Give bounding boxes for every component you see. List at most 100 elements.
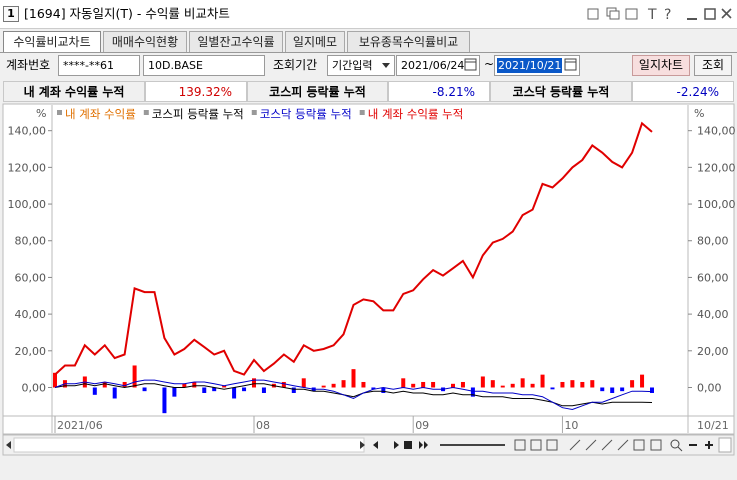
chart: % % 0,00 0,00 20,00 20,00 40,00 40,00 60,00 60,00… bbox=[2, 103, 736, 456]
end-date[interactable]: 2021/10/21 bbox=[497, 58, 563, 73]
tool-icon[interactable]: ? bbox=[664, 7, 671, 23]
zoom-in[interactable] bbox=[705, 441, 713, 449]
account-input[interactable]: ****-**61 bbox=[58, 55, 140, 76]
bar bbox=[242, 387, 247, 392]
toolbar-button[interactable] bbox=[718, 437, 732, 453]
window-icon: 1 bbox=[3, 6, 19, 22]
y2-tick-label: 120,00 bbox=[697, 161, 736, 174]
summary-value: 139.32% bbox=[145, 81, 247, 102]
bar bbox=[132, 365, 137, 388]
zoom-icon[interactable] bbox=[670, 439, 680, 449]
bar bbox=[530, 383, 535, 388]
summary-label: 내 계좌 수익률 누적 bbox=[3, 81, 145, 102]
account-name: 10D.BASE bbox=[143, 55, 265, 76]
bar bbox=[291, 387, 296, 393]
bar bbox=[301, 378, 306, 388]
bar bbox=[361, 381, 366, 388]
tool-icon[interactable] bbox=[546, 439, 558, 451]
x-tick-label: 09 bbox=[415, 419, 429, 432]
bar bbox=[371, 387, 376, 390]
tool-icon[interactable] bbox=[625, 8, 638, 20]
bar bbox=[222, 385, 227, 388]
bar bbox=[53, 372, 57, 388]
bar bbox=[620, 387, 625, 392]
bar bbox=[600, 387, 605, 392]
tool-icon[interactable] bbox=[650, 439, 662, 451]
scroll-right[interactable] bbox=[360, 441, 365, 449]
legend-marker bbox=[143, 110, 149, 115]
legend-label: 내 계좌 수익률 누적 bbox=[368, 107, 464, 121]
date-separator: ~ bbox=[484, 57, 495, 71]
legend-label: 내 계좌 수익률 bbox=[65, 107, 136, 121]
tool-icon[interactable] bbox=[530, 439, 542, 451]
tool-icon[interactable] bbox=[633, 439, 645, 451]
bar bbox=[321, 385, 326, 388]
legend-marker bbox=[359, 110, 365, 115]
journal-chart-button[interactable]: 일지차트 bbox=[632, 55, 690, 76]
y-tick-label: 120,00 bbox=[8, 161, 47, 174]
bar bbox=[421, 381, 426, 388]
y2-tick-label: 140,00 bbox=[697, 125, 736, 138]
y-tick-label: 140,00 bbox=[8, 125, 47, 138]
tab[interactable]: 수익률비교차트 bbox=[3, 31, 101, 52]
tool-icon[interactable] bbox=[587, 8, 599, 20]
tool-icon[interactable] bbox=[514, 439, 526, 451]
bar bbox=[640, 374, 645, 388]
x-tick-label: 10 bbox=[564, 419, 578, 432]
search-button[interactable]: 조회 bbox=[694, 55, 732, 76]
bar bbox=[510, 383, 515, 388]
bar bbox=[610, 387, 615, 393]
bar bbox=[460, 381, 465, 388]
y-tick-label: 20,00 bbox=[15, 345, 47, 358]
fast-button[interactable] bbox=[419, 441, 428, 449]
y2-tick-label: 80,00 bbox=[697, 235, 729, 248]
bar bbox=[92, 387, 97, 395]
bar bbox=[261, 387, 266, 393]
line bbox=[54, 121, 653, 376]
bar bbox=[470, 387, 475, 397]
maximize[interactable] bbox=[704, 8, 716, 20]
tab[interactable]: 일지메모 bbox=[285, 31, 345, 52]
bar bbox=[550, 387, 555, 390]
bar bbox=[112, 387, 117, 399]
chart-panel bbox=[2, 103, 735, 435]
calendar-icon[interactable] bbox=[564, 58, 577, 71]
close[interactable] bbox=[721, 8, 732, 19]
bar bbox=[232, 387, 237, 399]
legend-marker bbox=[251, 110, 257, 115]
period-select[interactable]: 기간입력 bbox=[327, 55, 395, 76]
bar bbox=[480, 376, 485, 388]
line bbox=[54, 379, 653, 411]
bar bbox=[351, 369, 356, 388]
dropdown-arrow[interactable] bbox=[382, 63, 390, 68]
bar bbox=[520, 378, 525, 388]
tab[interactable]: 일별잔고수익률 bbox=[189, 31, 283, 52]
scroll-track[interactable] bbox=[13, 437, 365, 453]
bar bbox=[590, 380, 595, 388]
legend-marker bbox=[57, 110, 62, 115]
y-tick-label: 80,00 bbox=[15, 235, 47, 248]
account-label: 계좌번호 bbox=[6, 58, 51, 72]
bar bbox=[650, 387, 654, 393]
start-date[interactable]: 2021/06/24 bbox=[396, 55, 480, 76]
calendar-icon[interactable] bbox=[464, 58, 477, 71]
tab[interactable]: 보유종목수익률비교 bbox=[347, 31, 470, 52]
form-icons bbox=[382, 58, 577, 71]
bar bbox=[142, 387, 147, 392]
bar bbox=[570, 380, 575, 388]
tool-icon[interactable] bbox=[569, 439, 629, 451]
y2-tick-label: 20,00 bbox=[697, 345, 729, 358]
scroll-left[interactable] bbox=[6, 441, 11, 449]
prev-button[interactable] bbox=[373, 441, 378, 449]
stop-button[interactable] bbox=[404, 441, 412, 449]
bar bbox=[411, 383, 416, 388]
y-unit: % bbox=[36, 107, 46, 120]
y2-unit: % bbox=[694, 107, 704, 120]
next-button[interactable] bbox=[394, 441, 399, 449]
y2-tick-label: 60,00 bbox=[697, 271, 729, 284]
tool-icon[interactable]: T bbox=[647, 7, 657, 23]
bar bbox=[381, 387, 386, 393]
y-tick-label: 60,00 bbox=[15, 271, 47, 284]
tab[interactable]: 매매수익현황 bbox=[103, 31, 187, 52]
